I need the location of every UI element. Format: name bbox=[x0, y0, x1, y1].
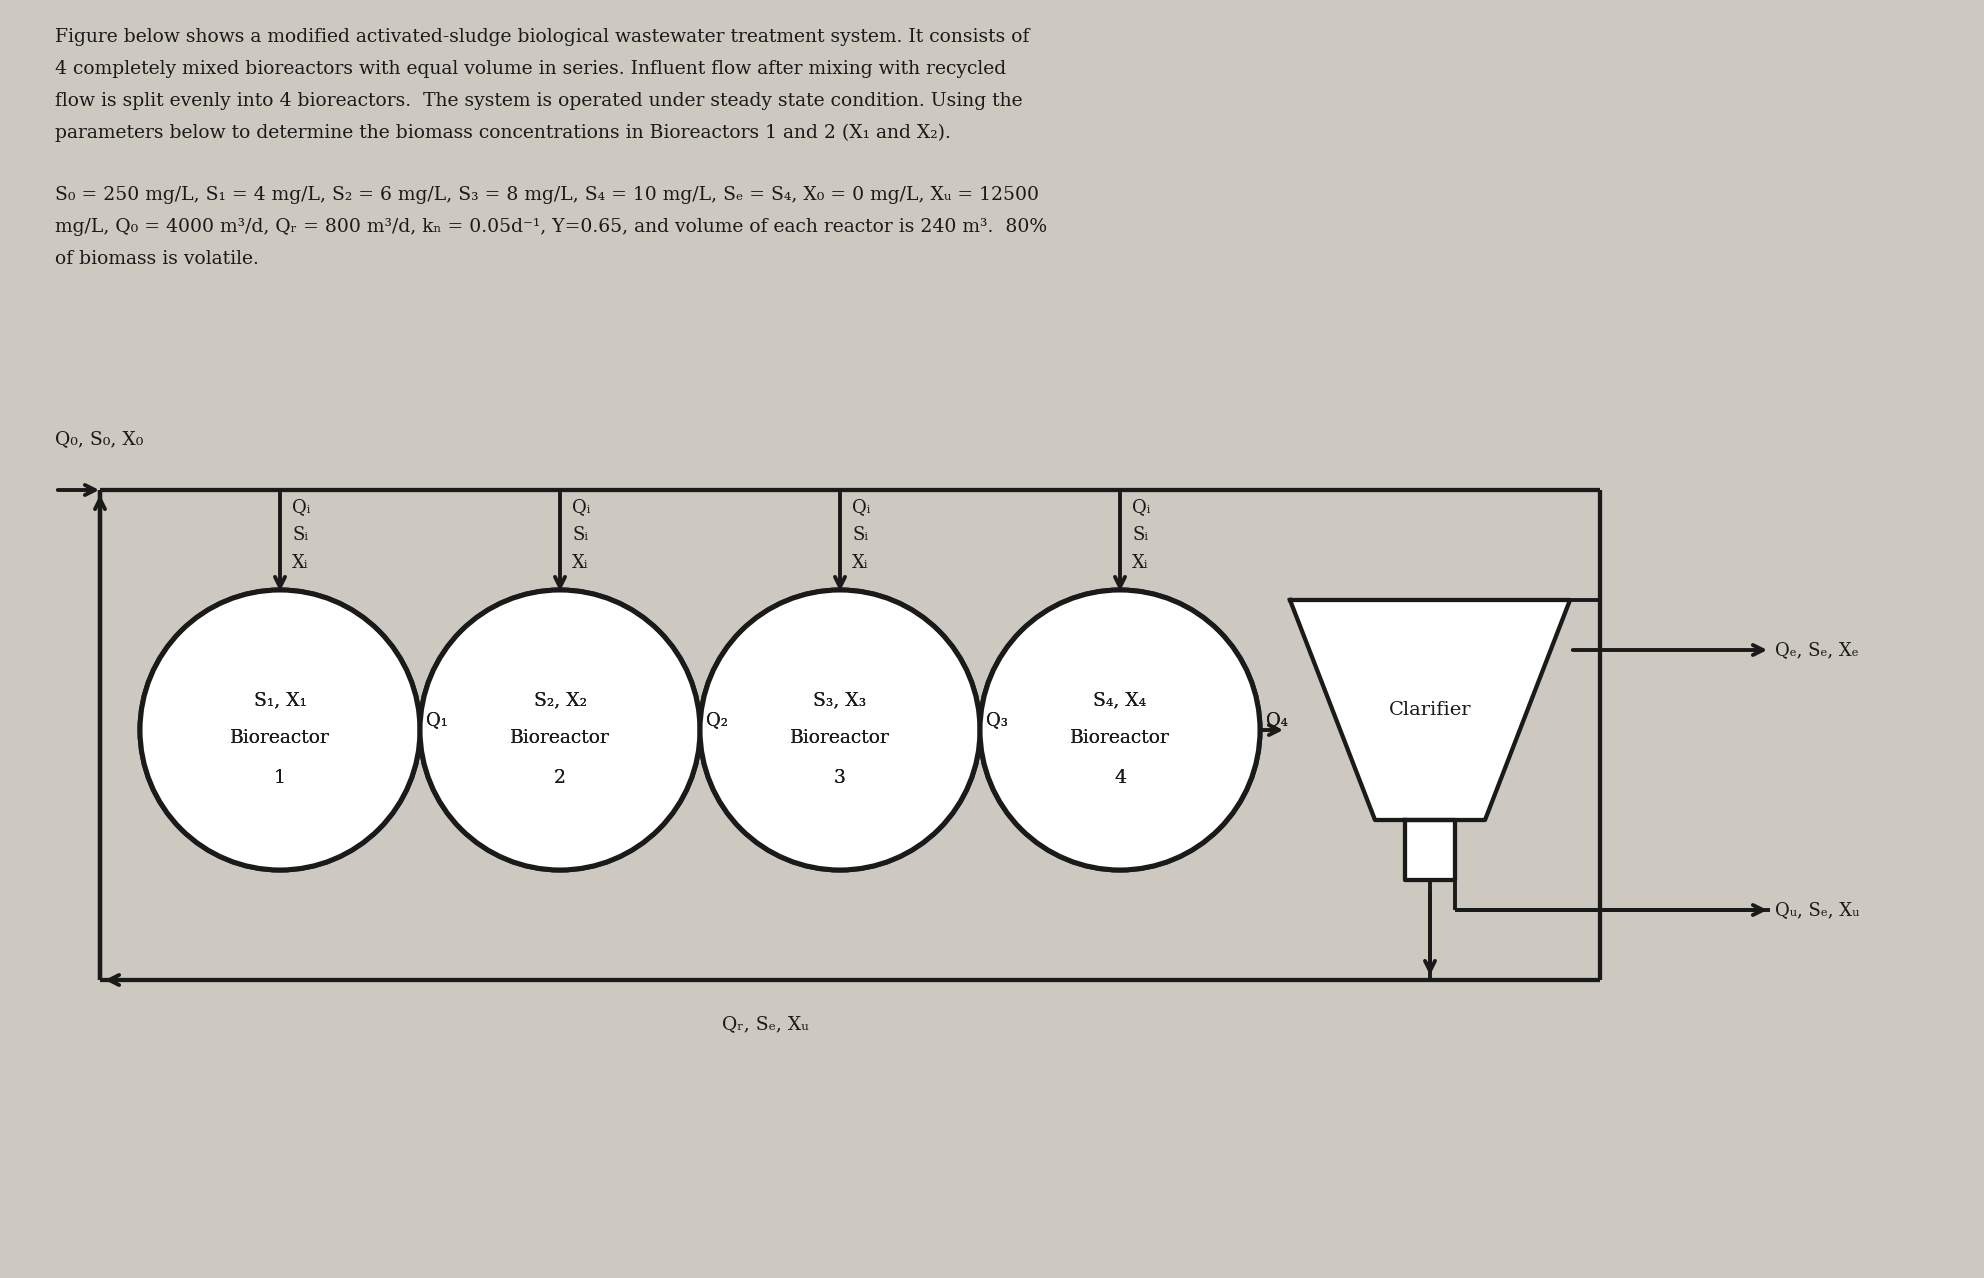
Ellipse shape bbox=[980, 590, 1260, 870]
Ellipse shape bbox=[141, 590, 421, 870]
Text: parameters below to determine the biomass concentrations in Bioreactors 1 and 2 : parameters below to determine the biomas… bbox=[56, 124, 950, 142]
Text: flow is split evenly into 4 bioreactors.  The system is operated under steady st: flow is split evenly into 4 bioreactors.… bbox=[56, 92, 1022, 110]
Text: 3: 3 bbox=[833, 769, 845, 787]
Text: of biomass is volatile.: of biomass is volatile. bbox=[56, 250, 258, 268]
Text: Qᵢ: Qᵢ bbox=[1133, 498, 1151, 516]
Text: Qᵢ: Qᵢ bbox=[851, 498, 871, 516]
Text: 3: 3 bbox=[833, 769, 845, 787]
Polygon shape bbox=[1405, 820, 1454, 881]
Text: 2: 2 bbox=[554, 769, 565, 787]
Text: Q₃: Q₃ bbox=[986, 711, 1008, 728]
Text: Xᵢ: Xᵢ bbox=[292, 553, 308, 573]
Text: Bioreactor: Bioreactor bbox=[1069, 728, 1171, 748]
Ellipse shape bbox=[700, 590, 980, 870]
Text: Q₂: Q₂ bbox=[706, 711, 728, 728]
Text: Qᵢ: Qᵢ bbox=[571, 498, 591, 516]
Text: Qᵤ, Sₑ, Xᵤ: Qᵤ, Sₑ, Xᵤ bbox=[1776, 901, 1859, 919]
Text: Bioreactor: Bioreactor bbox=[790, 728, 891, 748]
Text: Bioreactor: Bioreactor bbox=[790, 728, 891, 748]
Text: Q₂: Q₂ bbox=[706, 711, 728, 728]
Text: Sᵢ: Sᵢ bbox=[292, 527, 308, 544]
Ellipse shape bbox=[141, 590, 421, 870]
Text: Q₄: Q₄ bbox=[1266, 711, 1288, 728]
Text: S₄, X₄: S₄, X₄ bbox=[1093, 691, 1147, 709]
Ellipse shape bbox=[980, 590, 1260, 870]
Text: Bioreactor: Bioreactor bbox=[230, 728, 329, 748]
Text: S₄, X₄: S₄, X₄ bbox=[1093, 691, 1147, 709]
Text: Xᵢ: Xᵢ bbox=[1133, 553, 1149, 573]
Text: 4: 4 bbox=[1113, 769, 1127, 787]
Text: S₃, X₃: S₃, X₃ bbox=[813, 691, 867, 709]
Ellipse shape bbox=[421, 590, 700, 870]
Text: 1: 1 bbox=[274, 769, 286, 787]
Text: 4 completely mixed bioreactors with equal volume in series. Influent flow after : 4 completely mixed bioreactors with equa… bbox=[56, 60, 1006, 78]
Text: Q₄: Q₄ bbox=[1266, 711, 1288, 728]
Text: Bioreactor: Bioreactor bbox=[510, 728, 609, 748]
Text: Sᵢ: Sᵢ bbox=[851, 527, 869, 544]
Text: Xᵢ: Xᵢ bbox=[571, 553, 589, 573]
Text: Xᵢ: Xᵢ bbox=[851, 553, 869, 573]
Text: S₀ = 250 mg/L, S₁ = 4 mg/L, S₂ = 6 mg/L, S₃ = 8 mg/L, S₄ = 10 mg/L, Sₑ = S₄, X₀ : S₀ = 250 mg/L, S₁ = 4 mg/L, S₂ = 6 mg/L,… bbox=[56, 187, 1040, 204]
Text: S₁, X₁: S₁, X₁ bbox=[254, 691, 306, 709]
Text: S₂, X₂: S₂, X₂ bbox=[534, 691, 587, 709]
Text: Bioreactor: Bioreactor bbox=[230, 728, 329, 748]
Ellipse shape bbox=[421, 590, 700, 870]
Text: Q₁: Q₁ bbox=[427, 711, 448, 728]
Text: S₂, X₂: S₂, X₂ bbox=[534, 691, 587, 709]
Text: Sᵢ: Sᵢ bbox=[571, 527, 587, 544]
Text: Q₃: Q₃ bbox=[986, 711, 1008, 728]
Text: Bioreactor: Bioreactor bbox=[1069, 728, 1171, 748]
Text: 4: 4 bbox=[1113, 769, 1127, 787]
Text: Qᵣ, Sₑ, Xᵤ: Qᵣ, Sₑ, Xᵤ bbox=[722, 1015, 807, 1033]
Text: S₃, X₃: S₃, X₃ bbox=[813, 691, 867, 709]
Text: Qₑ, Sₑ, Xₑ: Qₑ, Sₑ, Xₑ bbox=[1776, 642, 1859, 659]
Text: Q₀, S₀, X₀: Q₀, S₀, X₀ bbox=[56, 429, 143, 449]
Ellipse shape bbox=[700, 590, 980, 870]
Polygon shape bbox=[1290, 599, 1569, 820]
Text: Q₁: Q₁ bbox=[427, 711, 448, 728]
Text: Figure below shows a modified activated-sludge biological wastewater treatment s: Figure below shows a modified activated-… bbox=[56, 28, 1030, 46]
Text: Clarifier: Clarifier bbox=[1389, 702, 1472, 720]
Text: 2: 2 bbox=[554, 769, 565, 787]
Text: mg/L, Q₀ = 4000 m³/d, Qᵣ = 800 m³/d, kₙ = 0.05d⁻¹, Y=0.65, and volume of each re: mg/L, Q₀ = 4000 m³/d, Qᵣ = 800 m³/d, kₙ … bbox=[56, 219, 1048, 236]
Text: Qᵢ: Qᵢ bbox=[292, 498, 310, 516]
Text: Sᵢ: Sᵢ bbox=[1133, 527, 1149, 544]
Text: 1: 1 bbox=[274, 769, 286, 787]
Text: S₁, X₁: S₁, X₁ bbox=[254, 691, 306, 709]
Text: Bioreactor: Bioreactor bbox=[510, 728, 609, 748]
